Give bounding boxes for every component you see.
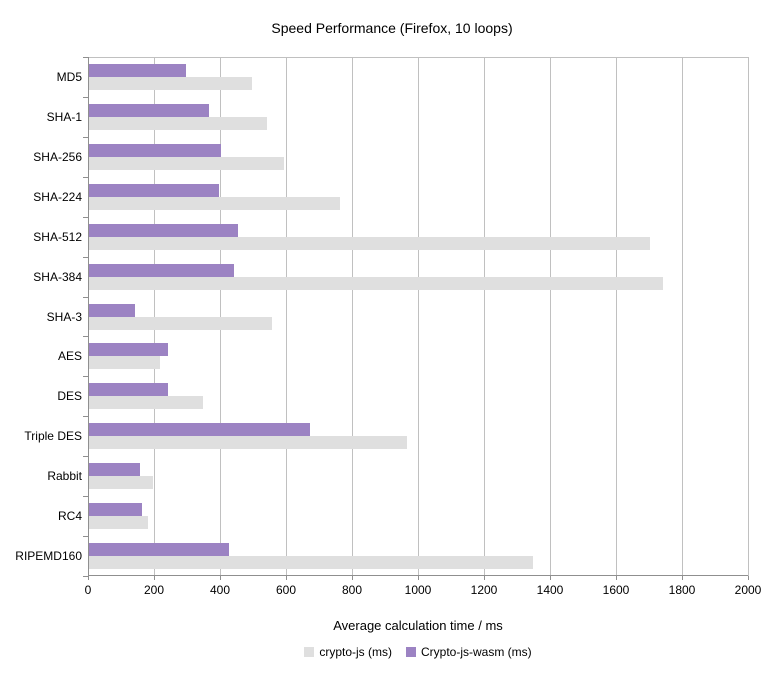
gridline-x-800: [352, 57, 353, 576]
x-tick-label-1600: 1600: [602, 583, 630, 597]
gridline-x-1400: [550, 57, 551, 576]
plot-area: [88, 57, 749, 576]
category-label-sha-384: SHA-384: [33, 269, 82, 284]
bar-crypto-js-triple-des: [89, 436, 407, 450]
x-tick-label-800: 800: [341, 583, 363, 597]
x-tick-mark-1200: [484, 576, 485, 580]
x-tick-label-1000: 1000: [404, 583, 432, 597]
bar-crypto-js-sha-3: [89, 316, 272, 330]
y-tick-mark-1: [83, 96, 88, 98]
gridline-x-1000: [418, 57, 419, 576]
x-tick-label-1400: 1400: [536, 583, 564, 597]
x-tick-mark-2000: [748, 576, 749, 580]
x-tick-mark-1400: [550, 576, 551, 580]
category-label-triple-des: Triple DES: [24, 429, 82, 444]
bar-crypto-js-wasm-ripemd160: [89, 543, 229, 557]
bar-crypto-js-md5: [89, 77, 252, 90]
y-tick-mark-3: [83, 176, 88, 178]
category-label-sha-256: SHA-256: [33, 149, 82, 164]
bar-crypto-js-rc4: [89, 516, 148, 530]
y-tick-mark-4: [83, 216, 88, 218]
gridline-x-400: [220, 57, 221, 576]
bar-crypto-js-rabbit: [89, 476, 153, 490]
category-label-sha-1: SHA-1: [46, 109, 82, 124]
legend-item-crypto-js: crypto-js (ms): [304, 645, 392, 659]
y-tick-mark-10: [83, 456, 88, 458]
y-tick-mark-12: [83, 536, 88, 538]
category-label-des: DES: [57, 389, 82, 404]
category-label-sha-3: SHA-3: [46, 309, 82, 324]
chart-title: Speed Performance (Firefox, 10 loops): [271, 20, 513, 36]
bar-crypto-js-wasm-rc4: [89, 503, 142, 517]
gridline-x-1800: [682, 57, 683, 576]
legend-swatch-crypto-js: [304, 647, 315, 657]
category-label-rc4: RC4: [57, 509, 82, 524]
category-label-sha-512: SHA-512: [33, 229, 82, 244]
y-tick-mark-6: [83, 296, 88, 298]
x-tick-label-0: 0: [84, 583, 92, 597]
bar-crypto-js-wasm-md5: [89, 64, 186, 77]
legend-item-crypto-js-wasm: Crypto-js-wasm (ms): [406, 645, 532, 659]
bar-crypto-js-wasm-triple-des: [89, 423, 310, 437]
gridline-x-1600: [616, 57, 617, 576]
x-axis-title: Average calculation time / ms: [333, 618, 503, 633]
y-tick-mark-7: [83, 336, 88, 338]
bar-crypto-js-wasm-sha-256: [89, 143, 221, 157]
x-tick-mark-600: [286, 576, 287, 580]
gridline-x-1200: [484, 57, 485, 576]
bar-crypto-js-sha-384: [89, 276, 663, 290]
gridline-x-2000: [748, 57, 749, 576]
x-tick-mark-1000: [418, 576, 419, 580]
y-tick-mark-5: [83, 256, 88, 258]
legend-label-crypto-js: crypto-js (ms): [319, 645, 392, 659]
x-tick-mark-200: [154, 576, 155, 580]
bar-crypto-js-wasm-sha-1: [89, 103, 209, 117]
bar-crypto-js-wasm-aes: [89, 343, 168, 357]
bar-crypto-js-wasm-rabbit: [89, 463, 140, 477]
category-label-aes: AES: [57, 349, 82, 364]
x-tick-label-1200: 1200: [470, 583, 498, 597]
x-tick-mark-1800: [682, 576, 683, 580]
y-tick-mark-8: [83, 376, 88, 378]
bar-crypto-js-wasm-sha-384: [89, 263, 234, 277]
bar-crypto-js-sha-1: [89, 116, 267, 130]
bar-crypto-js-wasm-sha-512: [89, 223, 238, 237]
x-tick-mark-800: [352, 576, 353, 580]
x-tick-mark-1600: [616, 576, 617, 580]
bar-crypto-js-sha-256: [89, 156, 284, 170]
bar-crypto-js-aes: [89, 356, 160, 370]
y-tick-mark-2: [83, 136, 88, 138]
x-tick-label-1800: 1800: [668, 583, 696, 597]
x-tick-label-2000: 2000: [734, 583, 762, 597]
x-tick-label-400: 400: [209, 583, 231, 597]
category-label-rabbit: Rabbit: [47, 469, 82, 484]
y-tick-mark-9: [83, 416, 88, 418]
bar-crypto-js-ripemd160: [89, 556, 533, 570]
bar-crypto-js-sha-512: [89, 236, 650, 250]
gridline-x-200: [154, 57, 155, 576]
y-axis-line: [88, 57, 89, 576]
legend: crypto-js (ms) Crypto-js-wasm (ms): [88, 645, 748, 659]
category-label-sha-224: SHA-224: [33, 189, 82, 204]
bar-crypto-js-wasm-sha-3: [89, 303, 135, 317]
x-tick-mark-400: [220, 576, 221, 580]
x-tick-label-200: 200: [143, 583, 165, 597]
category-label-ripemd160: RIPEMD160: [15, 549, 82, 564]
bar-crypto-js-sha-224: [89, 196, 340, 210]
x-tick-mark-0: [88, 576, 89, 580]
y-tick-mark-13: [83, 576, 88, 577]
x-axis-line: [88, 575, 748, 576]
bar-crypto-js-wasm-des: [89, 383, 168, 397]
category-label-md5: MD5: [56, 69, 82, 84]
legend-label-crypto-js-wasm: Crypto-js-wasm (ms): [421, 645, 532, 659]
x-tick-label-600: 600: [275, 583, 297, 597]
y-tick-mark-0: [83, 57, 88, 58]
legend-swatch-crypto-js-wasm: [406, 647, 416, 657]
bar-crypto-js-wasm-sha-224: [89, 183, 219, 197]
y-tick-mark-11: [83, 496, 88, 498]
bar-crypto-js-des: [89, 396, 203, 410]
gridline-x-600: [286, 57, 287, 576]
